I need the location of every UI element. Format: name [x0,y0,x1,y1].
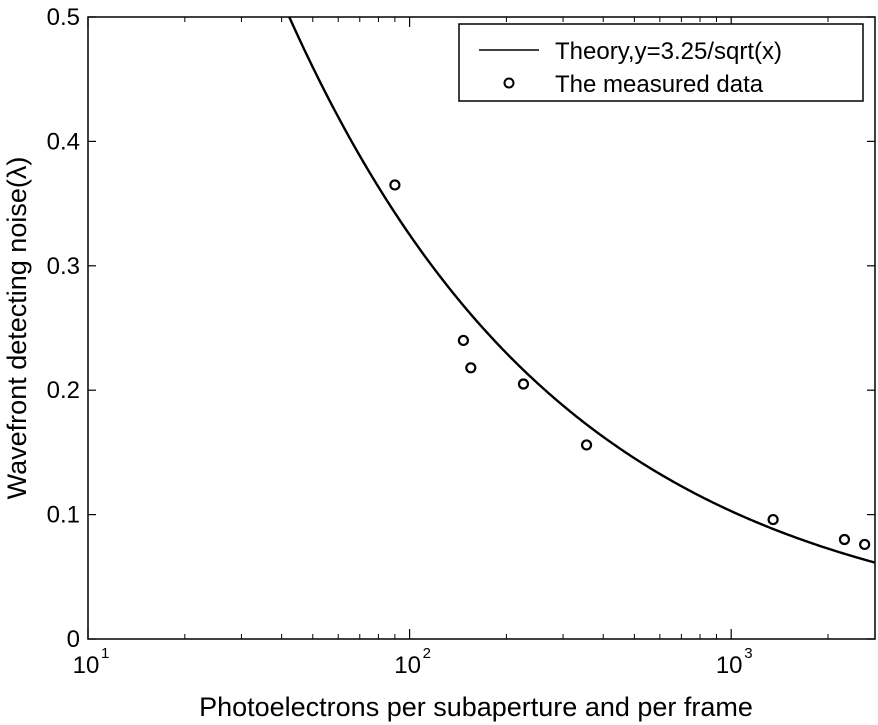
y-tick-label: 0 [67,626,80,653]
legend: Theory,y=3.25/sqrt(x) The measured data [458,23,864,102]
x-axis-title: Photoelectrons per subaperture and per f… [199,692,753,722]
legend-label-measured: The measured data [555,71,764,98]
measured-data-point [465,362,477,374]
legend-marker-swatch [503,77,515,89]
measured-data-point [767,513,779,526]
y-tick-label: 0.4 [47,128,80,155]
measured-data-point [517,378,530,390]
y-tick-label: 0.3 [47,253,80,280]
y-tick-label: 0.5 [47,4,80,31]
measured-data-point [389,179,401,191]
x-tick-label: 10 [716,652,743,679]
measured-data-point [838,533,851,546]
measured-data-point [580,439,593,451]
y-tick-label: 0.2 [47,377,80,404]
x-tick-exponent: 2 [423,645,431,662]
y-axis-title: Wavefront detecting noise(λ) [2,157,32,500]
measured-data-point [457,334,470,347]
theory-curve-line [288,16,876,564]
measured-data-point [859,538,871,551]
x-tick-label: 10 [394,652,421,679]
x-tick-label: 10 [73,652,100,679]
tick-labels: 00.10.20.30.40.510 1 10 2 10 3 [47,4,753,679]
x-tick-exponent: 1 [101,645,109,662]
plot-content [288,16,876,564]
legend-label-theory: Theory,y=3.25/sqrt(x) [555,38,782,65]
axis-ticks [87,16,875,640]
legend-box [458,23,864,102]
x-tick-exponent: 3 [744,645,752,662]
y-tick-label: 0.1 [47,502,80,529]
